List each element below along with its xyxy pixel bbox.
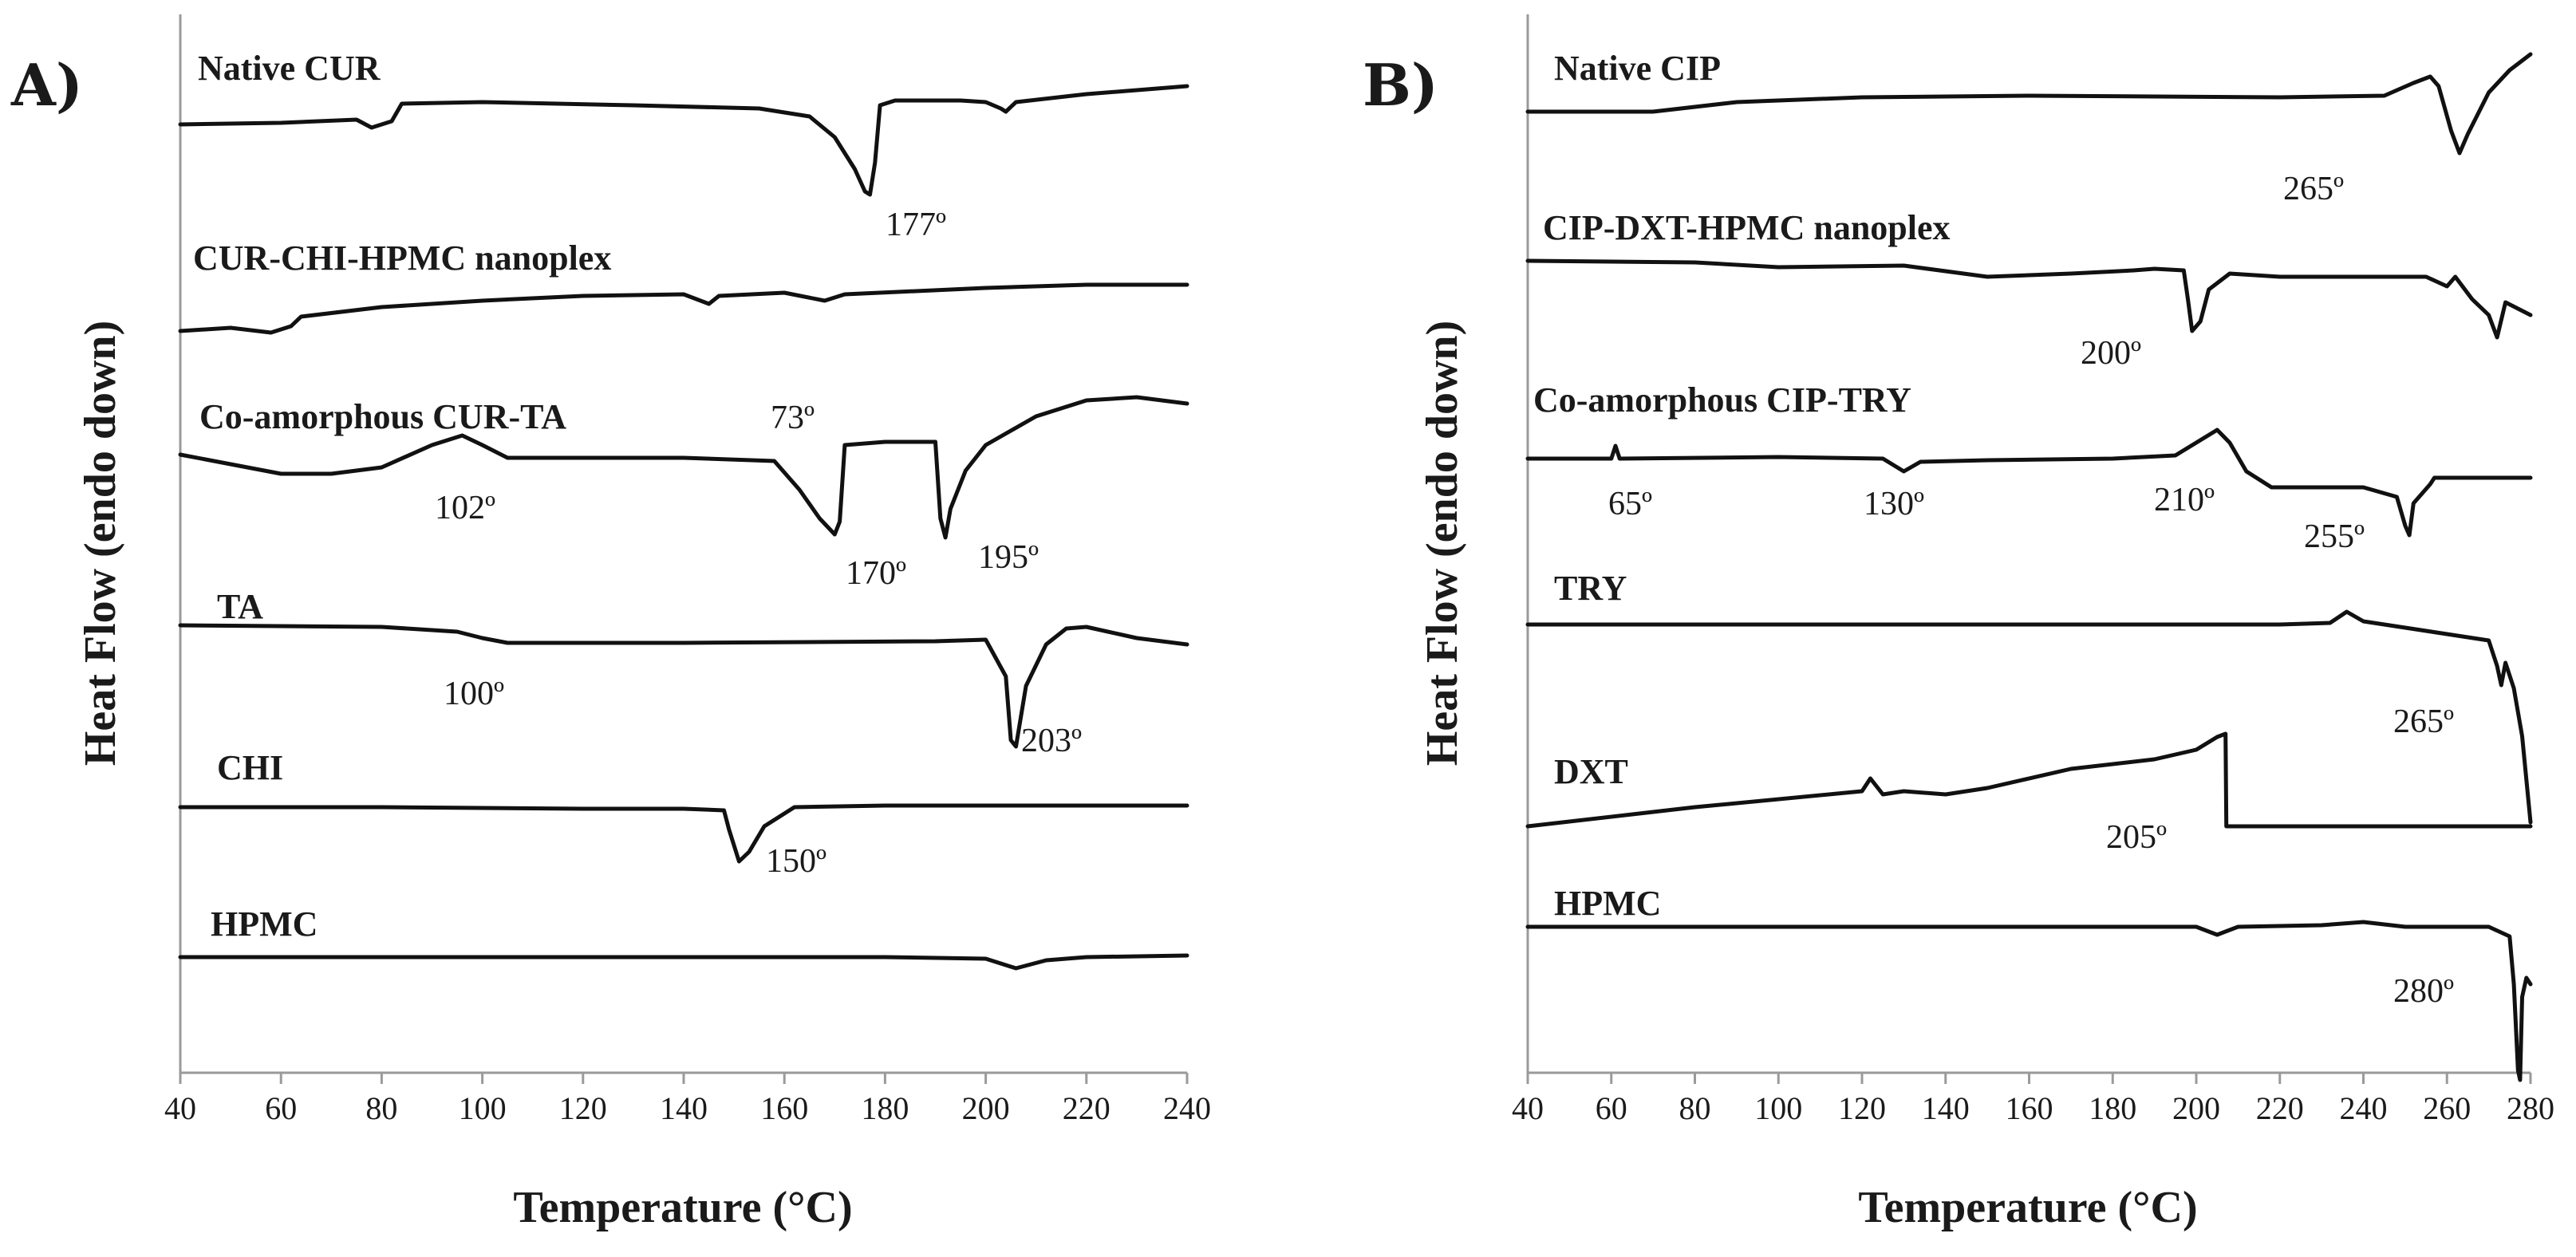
- x-tick-label-180: 180: [2089, 1090, 2136, 1126]
- peak-label-150: 150º: [766, 843, 826, 880]
- curve-hpmc-a: [178, 953, 1189, 971]
- panel-b-x-axis-title: Temperature (°C): [1858, 1183, 2197, 1232]
- peak-label-102: 102º: [435, 490, 495, 526]
- peak-label-177: 177º: [886, 207, 946, 243]
- curve-label-co-amorphous-cur-ta: Co-amorphous CUR-TA: [199, 397, 566, 436]
- peak-label-265-cip: 265º: [2283, 171, 2344, 207]
- panel-b-y-axis-title: Heat Flow (endo down): [1418, 321, 1467, 766]
- peak-label-255: 255º: [2304, 518, 2365, 555]
- panel-a-curves: Native CUR 177º CUR-CHI-HPMC nanoplex Co…: [178, 49, 1189, 971]
- x-tick-label-240: 240: [2340, 1090, 2388, 1126]
- curve-label-hpmc-b: HPMC: [1554, 884, 1661, 923]
- x-tick-label-160: 160: [760, 1090, 808, 1126]
- x-tick-label-140: 140: [660, 1090, 708, 1126]
- peak-label-205: 205º: [2106, 819, 2167, 856]
- curve-cur-chi-hpmc-nanoplex: [178, 282, 1189, 335]
- peak-label-195: 195º: [978, 539, 1039, 576]
- panel-a-x-axis-title: Temperature (°C): [513, 1183, 852, 1232]
- peak-label-100: 100º: [444, 676, 504, 712]
- x-tick-label-140: 140: [1922, 1090, 1970, 1126]
- peak-label-200: 200º: [2081, 335, 2141, 372]
- peak-label-65: 65º: [1608, 486, 1652, 522]
- panel-a-x-ticks: 40 60 80 100 120 140 160 180 200 220 240: [164, 1073, 1211, 1126]
- peak-label-73: 73º: [771, 400, 815, 436]
- curve-native-cur: [178, 84, 1189, 197]
- peak-label-265-try: 265º: [2393, 703, 2454, 740]
- curve-label-cip-dxt-hpmc-nanoplex: CIP-DXT-HPMC nanoplex: [1543, 208, 1951, 247]
- x-tick-label-60: 60: [1596, 1090, 1627, 1126]
- x-tick-label-160: 160: [2006, 1090, 2053, 1126]
- curve-cip-dxt-hpmc-nanoplex: [1525, 258, 2533, 340]
- x-tick-label-200: 200: [2172, 1090, 2220, 1126]
- curve-native-cip: [1525, 52, 2533, 156]
- curve-label-cur-chi-hpmc-nanoplex: CUR-CHI-HPMC nanoplex: [193, 238, 611, 278]
- curve-label-hpmc-a: HPMC: [211, 904, 318, 944]
- x-tick-label-120: 120: [1838, 1090, 1886, 1126]
- panel-a-letter: A): [10, 51, 83, 119]
- x-tick-label-40: 40: [1512, 1090, 1544, 1126]
- panel-b-x-ticks: 40 60 80 100 120 140 160 180 200 220 240 260 280: [1512, 1073, 2554, 1126]
- x-tick-label-240: 240: [1163, 1090, 1211, 1126]
- curve-hpmc-b: [1525, 920, 2533, 1082]
- curve-co-amorphous-cip-try: [1525, 428, 2533, 538]
- curve-try: [1525, 609, 2533, 825]
- x-tick-label-200: 200: [962, 1090, 1010, 1126]
- peak-label-130: 130º: [1864, 486, 1924, 522]
- curve-ta: [178, 623, 1189, 749]
- x-tick-label-100: 100: [459, 1090, 507, 1126]
- curve-label-native-cip: Native CIP: [1554, 49, 1721, 88]
- peak-label-203: 203º: [1021, 723, 1082, 759]
- curve-label-dxt: DXT: [1554, 752, 1628, 791]
- x-tick-label-40: 40: [164, 1090, 196, 1126]
- peak-label-170: 170º: [846, 555, 906, 592]
- curve-dxt: [1525, 731, 2533, 829]
- x-tick-label-220: 220: [1063, 1090, 1110, 1126]
- curve-label-co-amorphous-cip-try: Co-amorphous CIP-TRY: [1533, 380, 1911, 420]
- peak-label-210: 210º: [2154, 482, 2215, 518]
- curve-label-ta: TA: [217, 587, 263, 626]
- x-tick-label-280: 280: [2507, 1090, 2554, 1126]
- curve-label-try: TRY: [1554, 569, 1627, 608]
- panel-b: B) 40 60 80 100 120 140 160 180 200 220 240 260 280 …: [1363, 14, 2554, 1232]
- x-tick-label-80: 80: [365, 1090, 397, 1126]
- x-tick-label-260: 260: [2423, 1090, 2471, 1126]
- x-tick-label-60: 60: [265, 1090, 297, 1126]
- panel-b-letter: B): [1363, 51, 1438, 119]
- x-tick-label-120: 120: [559, 1090, 607, 1126]
- x-tick-label-180: 180: [861, 1090, 909, 1126]
- panel-b-curves: Native CIP 265º CIP-DXT-HPMC nanoplex 20…: [1525, 49, 2533, 1082]
- curve-label-native-cur: Native CUR: [198, 49, 381, 88]
- curve-co-amorphous-cur-ta: [178, 395, 1189, 540]
- curve-label-chi: CHI: [217, 748, 283, 787]
- peak-label-280: 280º: [2393, 973, 2454, 1010]
- x-tick-label-220: 220: [2256, 1090, 2304, 1126]
- panel-a-y-axis-title: Heat Flow (endo down): [76, 321, 125, 766]
- panel-a: A) 40 60 80 100 120 140 160 180 200 220 240 Temper…: [10, 14, 1211, 1232]
- x-tick-label-80: 80: [1679, 1090, 1711, 1126]
- x-tick-label-100: 100: [1754, 1090, 1802, 1126]
- curve-chi: [178, 803, 1189, 864]
